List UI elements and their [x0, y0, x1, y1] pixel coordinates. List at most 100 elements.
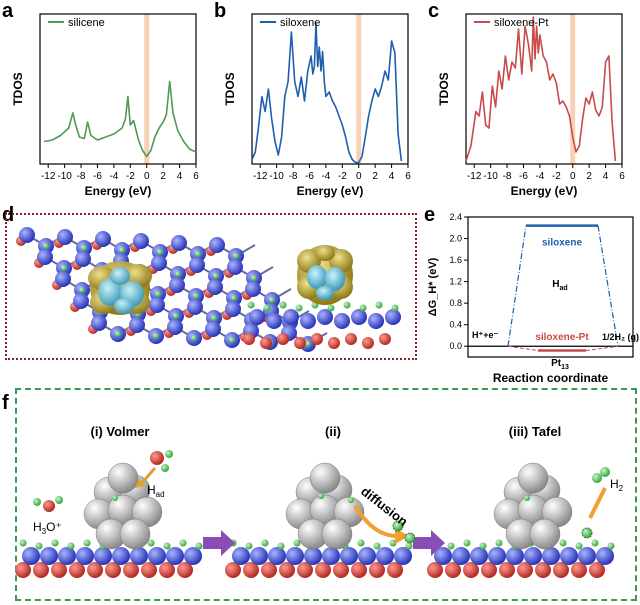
hydrogen-atom [495, 539, 503, 547]
hydrogen-atom [357, 539, 365, 547]
pt-atom [529, 518, 561, 550]
diffusing-hydrogen [392, 520, 404, 532]
step-title-ii: (ii) [325, 424, 341, 439]
silicon-atom [249, 309, 265, 325]
hydrogen-atom [81, 245, 87, 251]
oxygen-atom [369, 562, 385, 578]
charge-density-lobe [325, 267, 345, 291]
silicon-atom [148, 547, 166, 565]
silicon-atom [470, 547, 488, 565]
x-tick-label: -4 [535, 171, 544, 182]
plot-frame [467, 216, 634, 358]
fermi-level-band [570, 14, 576, 164]
silicon-atom [225, 301, 241, 317]
final-state-label: 1/2H₂ (g) [602, 332, 639, 342]
silicon-atom [322, 547, 340, 565]
silicon-atom [232, 547, 250, 565]
siloxene-connector [507, 225, 619, 347]
water-hydrogen [161, 464, 169, 472]
oxygen-atom [225, 562, 241, 578]
silicon-atom [57, 229, 73, 245]
silicon-atom [376, 547, 394, 565]
oxygen-atom [345, 333, 357, 345]
oxygen-atom [517, 562, 533, 578]
oxygen-atom [445, 562, 461, 578]
y-tick-label: 0.0 [449, 341, 462, 351]
silicon-atom [351, 309, 367, 325]
x-tick-label: -2 [552, 171, 561, 182]
step-arrow [203, 530, 235, 556]
silicon-atom [209, 237, 225, 253]
oxygen-atom [379, 333, 391, 345]
silicon-atom [358, 547, 376, 565]
adsorbed-hydrogen [318, 493, 324, 499]
y-axis-label: TDOS [437, 72, 451, 105]
silicon-atom [286, 547, 304, 565]
hydrogen-atom [153, 333, 159, 339]
x-tick-label: 6 [619, 171, 625, 182]
oxygen-atom [243, 333, 255, 345]
x-tick-label: -12 [253, 171, 268, 182]
x-tick-label: 6 [405, 171, 411, 182]
hydrogen-atom [391, 304, 399, 312]
oxygen-atom [481, 562, 497, 578]
x-tick-label: -10 [269, 171, 284, 182]
oxygen-atom [51, 562, 67, 578]
panel-d-frame [5, 213, 417, 360]
oxygen-atom [69, 562, 85, 578]
hydrogen-atom [157, 249, 163, 255]
silicon-atom [94, 547, 112, 565]
step-arrow [413, 530, 445, 556]
x-tick-label: -8 [77, 171, 86, 182]
oxygen-atom [315, 562, 331, 578]
silicon-atom [304, 547, 322, 565]
silicon-atom [187, 299, 203, 315]
hydrogen-atom [83, 539, 91, 547]
step-title-tafel: (iii) Tafel [509, 424, 561, 439]
silicon-atom [394, 547, 412, 565]
hydrogen-atom [35, 542, 43, 550]
hydrogen-atom [263, 304, 271, 312]
h-atom [581, 527, 593, 539]
oxygen-atom [328, 337, 340, 349]
hydrogen-atom [51, 539, 59, 547]
x-tick-label: -12 [467, 171, 482, 182]
hydrogen-atom [213, 273, 219, 279]
hydrogen-atom [173, 313, 179, 319]
hydrogen-atom [375, 301, 383, 309]
plot-frame [465, 13, 623, 165]
hydrogen-atom [607, 542, 615, 550]
oxygen-atom [277, 333, 289, 345]
hydrogen-atom [155, 291, 161, 297]
hydrogen-atom [43, 243, 49, 249]
legend-label: siloxene-Pt [494, 17, 548, 29]
silicon-atom [19, 227, 35, 243]
oxygen-atom [499, 562, 515, 578]
silicon-atom [506, 547, 524, 565]
silicon-atom [317, 309, 333, 325]
silicon-atom [596, 547, 614, 565]
x-tick-label: -12 [41, 171, 56, 182]
h3o-hydrogen [33, 498, 41, 506]
silicon-atom [300, 313, 316, 329]
hydrogen-atom [559, 539, 567, 547]
oxygen-atom [243, 562, 259, 578]
hydrogen-atom [293, 539, 301, 547]
siloxene-pt-label: siloxene-Pt [535, 332, 589, 343]
step-title-volmer: (i) Volmer [91, 424, 150, 439]
x-tick-label: -10 [483, 171, 498, 182]
panel-letter-b: b [214, 0, 227, 22]
oxygen-atom [333, 562, 349, 578]
had-label: Had [552, 279, 567, 292]
x-axis-label: Reaction coordinate [493, 371, 609, 385]
oxygen-atom [279, 562, 295, 578]
hydrogen-atom [61, 265, 67, 271]
x-tick-label: 2 [160, 171, 166, 182]
charge-density-lobe [315, 245, 335, 261]
hydrogen-atom [251, 275, 257, 281]
x-tick-label: 0 [570, 171, 576, 182]
hydrogen-atom [343, 301, 351, 309]
x-tick-label: 4 [389, 171, 395, 182]
oxygen-atom [177, 562, 193, 578]
y-axis-label: ΔG_H* (eV) [427, 257, 439, 316]
